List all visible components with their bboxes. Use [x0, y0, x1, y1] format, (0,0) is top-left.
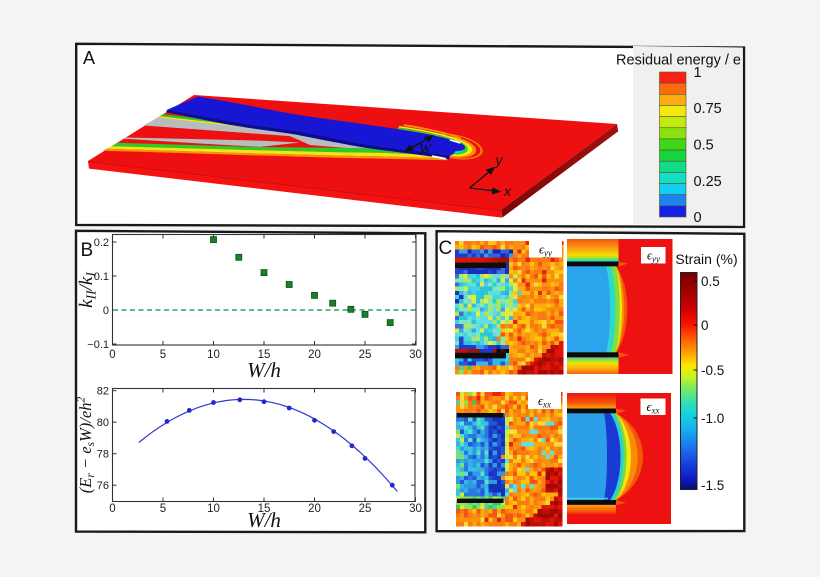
svg-text:Residual energy / e: Residual energy / e	[616, 53, 741, 69]
svg-text:−0.1: −0.1	[87, 339, 109, 351]
svg-text:-1.5: -1.5	[701, 478, 724, 493]
svg-text:0.2: 0.2	[94, 237, 109, 249]
svg-text:1: 1	[694, 65, 702, 81]
svg-text:10: 10	[207, 349, 220, 361]
svg-text:15: 15	[258, 503, 271, 515]
svg-text:B: B	[81, 240, 94, 261]
svg-text:W/h: W/h	[247, 358, 281, 382]
svg-text:Strain (%): Strain (%)	[675, 251, 737, 267]
svg-text:(Er − esW)/eh2: (Er − esW)/eh2	[76, 397, 98, 494]
svg-text:80: 80	[97, 417, 109, 429]
svg-text:y: y	[495, 152, 504, 168]
svg-text:0: 0	[694, 210, 702, 226]
svg-text:0: 0	[103, 305, 109, 317]
svg-text:0.75: 0.75	[694, 101, 722, 117]
svg-text:x: x	[503, 183, 512, 199]
svg-text:10: 10	[207, 503, 220, 515]
svg-text:-0.5: -0.5	[701, 363, 724, 378]
svg-text:20: 20	[308, 349, 321, 361]
svg-text:-1.0: -1.0	[701, 411, 724, 426]
svg-text:30: 30	[409, 503, 422, 515]
svg-text:78: 78	[97, 449, 109, 461]
svg-text:25: 25	[359, 349, 372, 361]
svg-text:0.5: 0.5	[694, 138, 714, 154]
svg-text:W: W	[419, 142, 433, 158]
svg-text:0: 0	[701, 318, 709, 333]
svg-text:0.1: 0.1	[94, 271, 109, 283]
svg-text:5: 5	[160, 349, 166, 361]
svg-text:0.25: 0.25	[694, 174, 722, 190]
svg-text:0.5: 0.5	[701, 274, 720, 289]
svg-text:W/h: W/h	[247, 508, 281, 532]
svg-text:30: 30	[409, 349, 422, 361]
svg-text:A: A	[83, 48, 95, 68]
svg-text:20: 20	[308, 503, 321, 515]
svg-text:C: C	[439, 238, 453, 259]
svg-text:25: 25	[359, 503, 372, 515]
svg-text:15: 15	[258, 349, 271, 361]
svg-text:76: 76	[97, 480, 109, 492]
svg-text:0: 0	[109, 349, 115, 361]
svg-text:0: 0	[109, 503, 115, 515]
svg-text:5: 5	[160, 503, 166, 515]
svg-text:82: 82	[97, 386, 109, 398]
